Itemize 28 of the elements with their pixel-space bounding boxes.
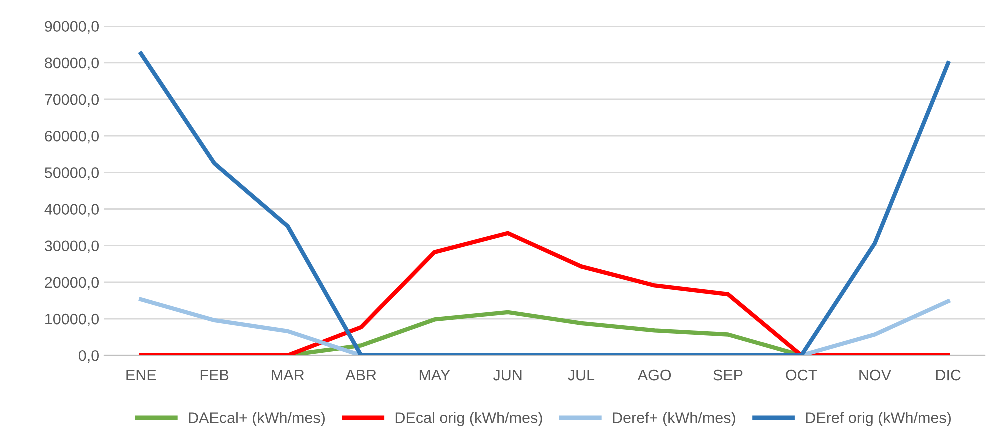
legend-label: DEref orig (kWh/mes) (806, 412, 952, 426)
line-series (139, 231, 950, 356)
x-tick-label: FEB (200, 370, 229, 381)
y-tick-label: 80000,0 (45, 58, 100, 70)
x-tick-label: AGO (638, 370, 672, 381)
y-tick-label: 0,0 (78, 350, 100, 364)
y-tick-label: 10000,0 (46, 314, 100, 326)
x-tick-label: MAR (272, 370, 304, 381)
y-tick-label: 30000,0 (44, 240, 100, 254)
y-tick-label: 20000,0 (45, 277, 100, 290)
x-tick-label: MAY (420, 370, 450, 381)
x-tick-label: ENE (126, 370, 156, 381)
line-series (139, 52, 950, 356)
x-tick-label: ABR (346, 370, 376, 381)
y-tick-label: 50000,0 (45, 168, 100, 180)
x-tick-label: JUL (568, 370, 595, 381)
x-tick-label: OCT (786, 370, 818, 381)
legend-label: DEcal orig (kWh/mes) (396, 412, 542, 426)
legend-label: Deref+ (kWh/mes) (613, 412, 736, 426)
y-tick-label: 40000,0 (44, 204, 100, 217)
x-tick-label: NOV (860, 370, 892, 381)
y-tick-label: 70000,0 (45, 94, 100, 107)
y-tick-label: 60000,0 (45, 130, 100, 144)
x-tick-label: SEP (714, 370, 743, 381)
legend-label: DAEcal+ (kWh/mes) (189, 412, 325, 426)
x-tick-label: DIC (936, 370, 961, 381)
y-tick-label: 90000,0 (45, 21, 100, 34)
x-tick-label: JUN (493, 370, 522, 381)
